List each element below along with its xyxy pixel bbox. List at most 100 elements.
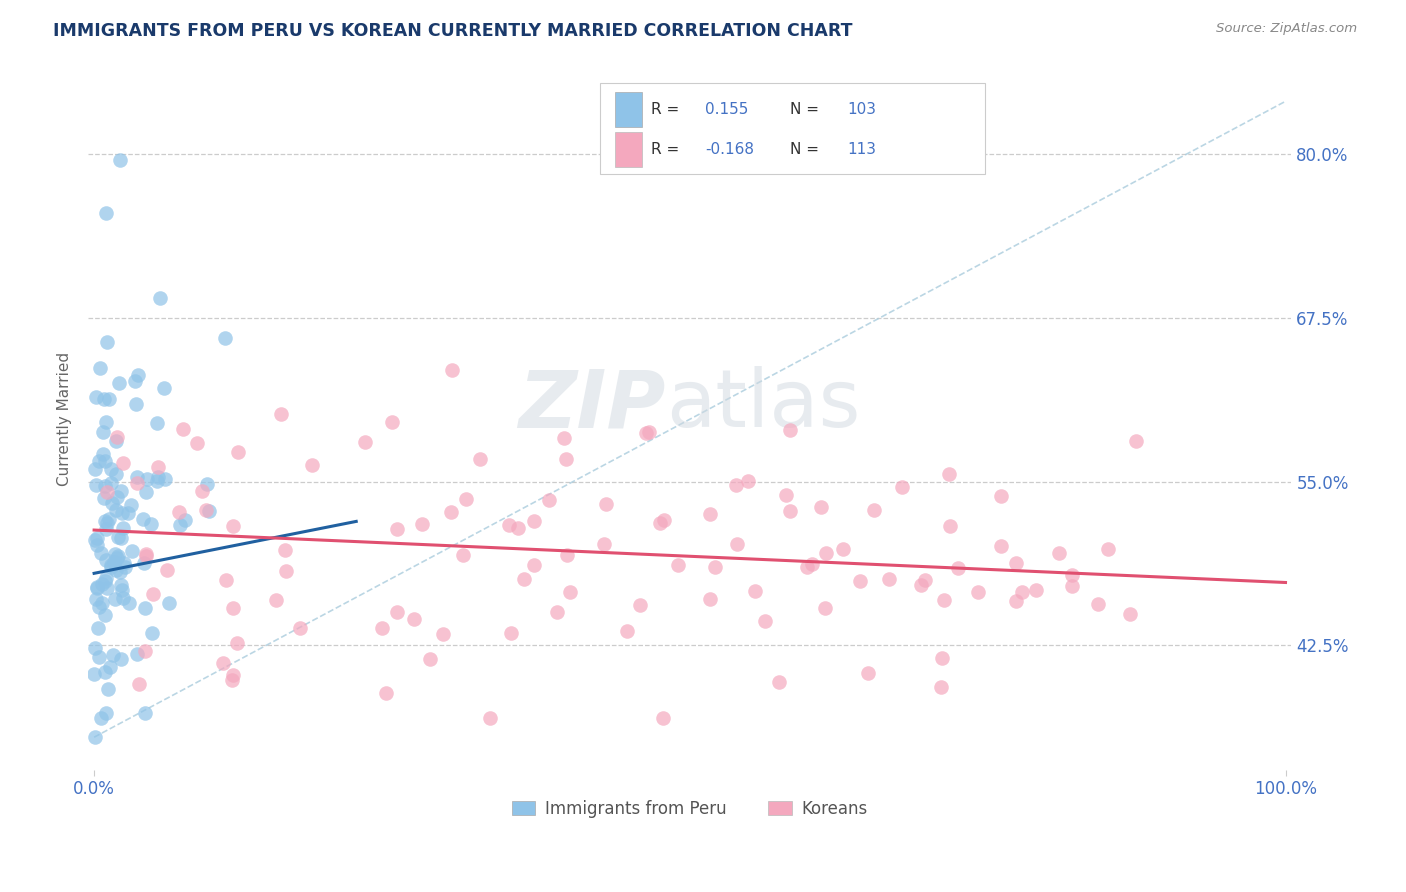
Point xyxy=(385,605,408,619)
Point xyxy=(813,601,835,615)
Point xyxy=(117,596,139,610)
Point xyxy=(779,423,801,437)
Point xyxy=(104,563,127,577)
Point xyxy=(105,551,128,566)
Text: 113: 113 xyxy=(848,142,876,157)
Point xyxy=(226,445,249,459)
Point xyxy=(501,625,523,640)
Point xyxy=(97,392,120,406)
Point xyxy=(402,612,425,626)
Point xyxy=(134,600,156,615)
Point xyxy=(274,565,297,579)
Point xyxy=(754,614,776,628)
Point xyxy=(84,533,107,548)
Point xyxy=(98,660,121,674)
Point xyxy=(86,621,108,635)
Point xyxy=(141,626,163,640)
Point xyxy=(628,598,651,612)
Point xyxy=(1125,434,1147,449)
Point xyxy=(381,415,404,429)
Point xyxy=(104,467,127,481)
Point xyxy=(1087,597,1109,611)
Point xyxy=(169,518,191,533)
Point xyxy=(616,624,638,638)
Point xyxy=(112,591,135,605)
Point xyxy=(498,517,520,532)
Text: Source: ZipAtlas.com: Source: ZipAtlas.com xyxy=(1216,22,1357,36)
Point xyxy=(174,513,197,527)
Point xyxy=(94,416,117,430)
Point xyxy=(110,153,132,168)
Point xyxy=(558,584,581,599)
Point xyxy=(148,460,170,475)
Point xyxy=(94,454,117,468)
Point xyxy=(91,447,114,461)
Point xyxy=(553,431,575,445)
Text: atlas: atlas xyxy=(665,367,860,444)
Point xyxy=(1005,556,1028,570)
Point xyxy=(84,640,107,655)
Point xyxy=(214,331,236,345)
Point xyxy=(1047,546,1070,560)
Point xyxy=(440,363,463,377)
Point xyxy=(931,651,953,665)
Point xyxy=(929,680,952,694)
Bar xyxy=(616,132,641,167)
Point xyxy=(89,599,111,614)
Point xyxy=(879,572,901,586)
Point xyxy=(90,576,112,591)
Point xyxy=(84,390,107,404)
Point xyxy=(86,581,108,595)
Point xyxy=(595,497,617,511)
Point xyxy=(634,426,657,441)
Point xyxy=(86,538,108,552)
Point xyxy=(966,585,988,599)
Point xyxy=(103,555,125,569)
Point xyxy=(800,558,823,572)
Point xyxy=(111,506,134,520)
Point xyxy=(86,580,108,594)
Point xyxy=(914,573,936,587)
Point xyxy=(1119,607,1142,622)
Point xyxy=(225,636,247,650)
Point xyxy=(432,627,454,641)
Point xyxy=(94,522,117,536)
Point xyxy=(83,462,105,476)
Point xyxy=(523,514,546,528)
Point xyxy=(86,531,108,545)
Point xyxy=(744,583,766,598)
Point xyxy=(513,572,536,586)
Point xyxy=(100,462,122,476)
Point xyxy=(1060,579,1083,593)
Point xyxy=(157,596,180,610)
Point xyxy=(810,500,832,515)
Point xyxy=(110,483,132,498)
Point xyxy=(121,543,143,558)
Point xyxy=(479,710,502,724)
Point xyxy=(1004,593,1026,607)
Point xyxy=(862,502,884,516)
Point xyxy=(135,472,157,486)
Point xyxy=(186,435,208,450)
Point xyxy=(221,668,243,682)
Point xyxy=(127,475,149,490)
Point xyxy=(152,381,174,395)
Point xyxy=(97,512,120,526)
Point xyxy=(557,548,579,562)
Point xyxy=(87,454,110,468)
Point xyxy=(411,516,433,531)
Point xyxy=(222,601,245,615)
Point xyxy=(104,434,127,448)
Point xyxy=(94,607,117,622)
Point xyxy=(440,505,463,519)
Point xyxy=(91,596,114,610)
Point xyxy=(96,553,118,567)
Point xyxy=(1097,541,1119,556)
Text: 0.155: 0.155 xyxy=(706,102,749,117)
Point xyxy=(96,516,118,531)
Point xyxy=(105,430,128,444)
Point xyxy=(990,489,1012,503)
Point xyxy=(796,559,818,574)
Point xyxy=(124,374,146,388)
Point xyxy=(371,621,394,635)
